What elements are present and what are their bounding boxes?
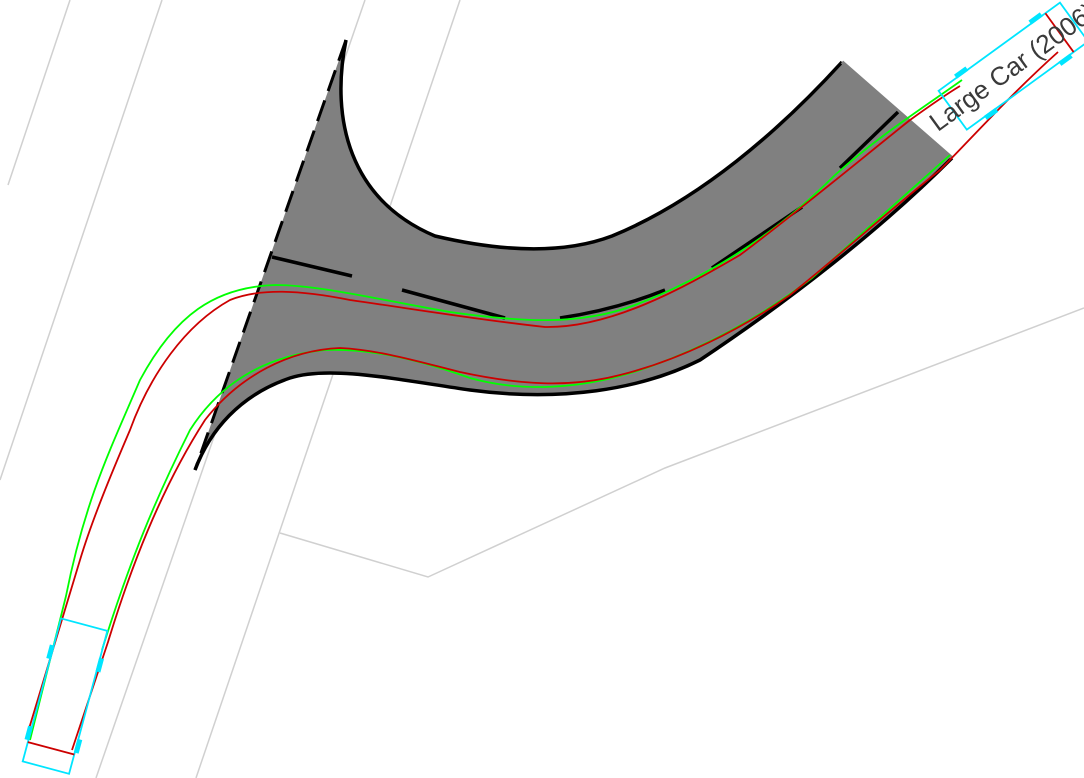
vehicle-rear-axle	[27, 741, 75, 756]
vehicle-body-outline	[937, 1, 1084, 131]
wheel-icon	[73, 738, 83, 754]
road-surface	[195, 40, 952, 470]
road-end-edge	[840, 60, 954, 160]
property-line	[7, 0, 71, 186]
road-edge-south	[193, 156, 954, 471]
wheel-icon	[1028, 12, 1043, 25]
swept-paths	[27, 51, 1059, 751]
property-line	[195, 0, 461, 778]
road-edges	[193, 39, 954, 471]
rear-wheel-path-inner	[71, 51, 1059, 751]
road-edge-north	[339, 39, 844, 251]
lane-dash	[838, 110, 900, 170]
vehicle-body-outline	[21, 617, 109, 775]
wheel-icon	[954, 66, 969, 79]
property-line	[279, 307, 1084, 578]
wheel-icon	[24, 725, 33, 741]
lane-dash	[559, 288, 666, 320]
wheel-icon	[95, 657, 104, 673]
wheel-icon	[1058, 53, 1073, 66]
road-boundary-dashed	[193, 39, 348, 471]
vehicle-label: Large Car (2006)	[924, 0, 1084, 137]
property-line	[0, 0, 163, 481]
front-wheel-path-outer	[29, 79, 963, 741]
wheel-icon	[46, 644, 55, 660]
lane-dash	[271, 255, 353, 278]
vehicle-end-position: Large Car (2006)	[924, 0, 1084, 137]
wheel-icon	[984, 107, 999, 120]
vehicle-rear-axle	[1044, 12, 1075, 53]
lane-dash	[401, 288, 506, 320]
vehicle-start-position	[21, 617, 109, 775]
rear-wheel-path-outer	[27, 85, 961, 733]
